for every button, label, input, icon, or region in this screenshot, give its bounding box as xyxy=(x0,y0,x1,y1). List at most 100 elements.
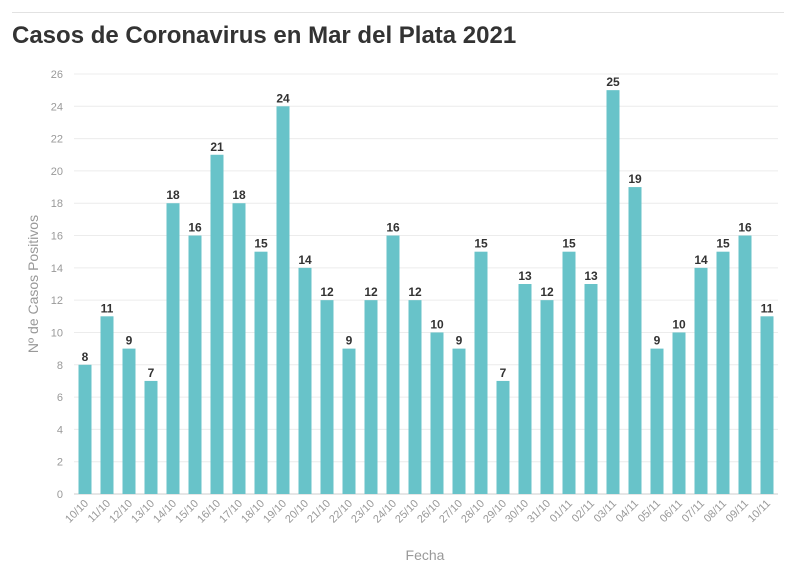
y-tick-label: 0 xyxy=(57,489,63,501)
bar xyxy=(298,267,312,494)
x-tick-label: 03/11 xyxy=(592,498,619,525)
data-label: 16 xyxy=(188,221,202,235)
data-label: 9 xyxy=(126,334,133,348)
x-tick-label: 06/11 xyxy=(658,498,685,525)
x-tick-label: 21/10 xyxy=(305,498,333,526)
x-tick-label: 12/10 xyxy=(107,498,135,526)
x-tick-label: 30/10 xyxy=(503,498,531,526)
data-label: 18 xyxy=(232,188,246,202)
data-label: 12 xyxy=(540,285,554,299)
x-tick-label: 10/11 xyxy=(746,498,773,525)
x-tick-label: 16/10 xyxy=(195,498,223,526)
x-tick-label: 14/10 xyxy=(151,498,179,526)
data-label: 10 xyxy=(430,317,444,331)
x-tick-label: 31/10 xyxy=(525,498,553,526)
data-label: 24 xyxy=(276,91,290,105)
x-tick-label: 17/10 xyxy=(217,498,245,526)
bar xyxy=(232,203,246,494)
x-tick-label: 07/11 xyxy=(680,498,707,525)
data-label: 11 xyxy=(101,301,114,315)
bar xyxy=(100,316,114,494)
data-label: 19 xyxy=(628,172,642,186)
x-tick-label: 04/11 xyxy=(614,498,641,525)
chart-title: Casos de Coronavirus en Mar del Plata 20… xyxy=(12,22,517,49)
bar xyxy=(496,380,510,494)
x-axis-title: Fecha xyxy=(406,547,445,563)
x-axis-ticks: 10/1011/1012/1013/1014/1015/1016/1017/10… xyxy=(63,498,773,526)
y-tick-label: 16 xyxy=(51,231,63,243)
bar xyxy=(694,267,708,494)
top-divider xyxy=(12,12,784,13)
data-label: 12 xyxy=(320,285,334,299)
bar xyxy=(188,235,202,495)
bar xyxy=(430,332,444,494)
bar xyxy=(342,348,356,494)
y-tick-label: 26 xyxy=(51,69,63,81)
y-tick-label: 20 xyxy=(51,166,63,178)
data-label: 21 xyxy=(210,140,224,154)
x-tick-label: 25/10 xyxy=(393,498,421,526)
data-label: 15 xyxy=(562,237,576,251)
bar xyxy=(474,251,488,494)
data-label: 15 xyxy=(254,237,268,251)
bar xyxy=(716,251,730,494)
bar xyxy=(672,332,686,494)
x-tick-label: 26/10 xyxy=(415,498,443,526)
bar xyxy=(650,348,664,494)
x-tick-label: 28/10 xyxy=(459,498,487,526)
x-tick-label: 29/10 xyxy=(481,498,509,526)
bar xyxy=(364,300,378,494)
bar xyxy=(408,300,422,494)
data-label: 7 xyxy=(500,366,507,380)
bar xyxy=(210,154,224,494)
x-tick-label: 01/11 xyxy=(548,498,575,525)
x-tick-label: 11/10 xyxy=(86,498,113,525)
bar xyxy=(518,284,532,494)
data-label: 15 xyxy=(716,237,730,251)
y-tick-label: 14 xyxy=(51,263,63,275)
x-tick-label: 19/10 xyxy=(261,498,289,526)
bar xyxy=(760,316,774,494)
bar xyxy=(386,235,400,495)
data-label: 12 xyxy=(364,285,378,299)
y-tick-label: 4 xyxy=(57,424,63,436)
data-label: 15 xyxy=(474,237,488,251)
bar xyxy=(166,203,180,494)
data-labels: 8 11 9 7 18 16 21 18 15 24 14 12 9 12 16 12 10 9 15 7 13 12 15… xyxy=(82,75,774,380)
y-axis-title: Nº de Casos Positivos xyxy=(25,215,41,353)
x-tick-label: 20/10 xyxy=(283,498,311,526)
data-label: 14 xyxy=(298,253,312,267)
data-label: 16 xyxy=(738,221,752,235)
x-tick-label: 05/11 xyxy=(636,498,663,525)
bar xyxy=(320,300,334,494)
data-label: 9 xyxy=(654,334,661,348)
bar xyxy=(78,364,92,494)
y-tick-label: 10 xyxy=(51,327,63,339)
x-tick-label: 18/10 xyxy=(239,498,267,526)
bar xyxy=(276,106,290,495)
x-tick-label: 08/11 xyxy=(702,498,729,525)
grid-lines xyxy=(74,73,778,495)
bar xyxy=(628,187,642,495)
data-label: 14 xyxy=(694,253,708,267)
data-label: 7 xyxy=(148,366,155,380)
data-label: 18 xyxy=(166,188,180,202)
y-tick-label: 18 xyxy=(51,198,63,210)
data-label: 16 xyxy=(386,221,400,235)
x-tick-label: 09/11 xyxy=(724,498,751,525)
data-label: 9 xyxy=(456,334,463,348)
x-tick-label: 23/10 xyxy=(349,498,377,526)
x-tick-label: 15/10 xyxy=(173,498,201,526)
x-tick-label: 27/10 xyxy=(437,498,465,526)
y-tick-label: 2 xyxy=(57,457,63,469)
data-label: 8 xyxy=(82,350,89,364)
bar xyxy=(254,251,268,494)
x-tick-label: 13/10 xyxy=(129,498,157,526)
bar xyxy=(144,380,158,494)
bar xyxy=(540,300,554,494)
y-tick-label: 24 xyxy=(51,101,63,113)
x-tick-label: 22/10 xyxy=(327,498,355,526)
y-tick-label: 8 xyxy=(57,360,63,372)
